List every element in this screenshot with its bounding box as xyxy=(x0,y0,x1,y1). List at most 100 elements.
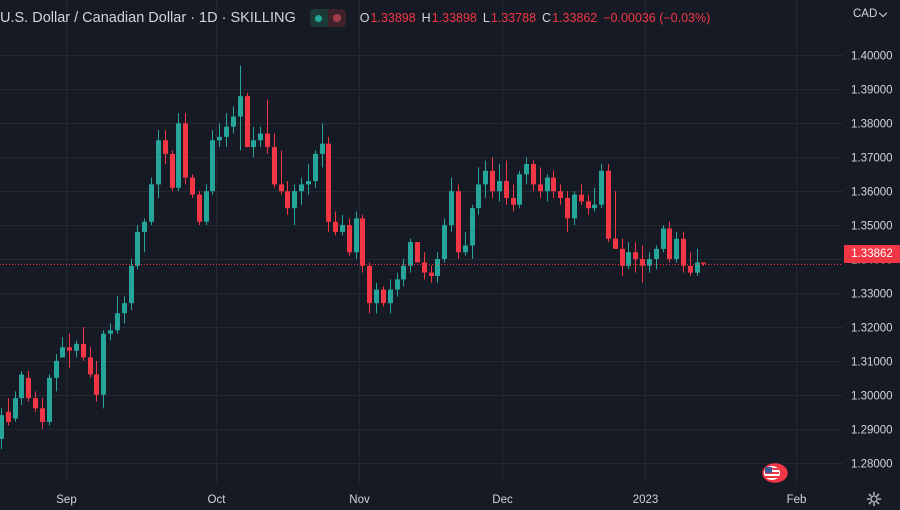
candle-body xyxy=(586,201,591,209)
candle-body xyxy=(320,143,325,154)
candle-body xyxy=(217,136,222,141)
candle-body xyxy=(279,184,284,192)
candle-body xyxy=(463,245,468,253)
candle-body xyxy=(0,415,4,439)
candle-body xyxy=(435,259,440,277)
y-tick-label: 1.30000 xyxy=(851,391,893,403)
candle-body xyxy=(210,140,215,192)
candle-body xyxy=(333,221,338,232)
candle-body xyxy=(647,259,652,266)
candle-body xyxy=(251,140,256,148)
low-label: L xyxy=(482,11,490,25)
us-flag-icon[interactable] xyxy=(762,463,788,483)
currency-selector[interactable]: CAD xyxy=(853,8,888,20)
candle-body xyxy=(6,411,11,422)
candle-body xyxy=(415,242,420,263)
candle-body xyxy=(681,238,686,266)
candle-body xyxy=(422,262,427,273)
candle-body xyxy=(67,347,72,351)
candle-body xyxy=(476,184,481,209)
candle-body xyxy=(592,204,597,209)
candle-body xyxy=(60,347,65,358)
price-axis: 1.40000 1.39000 1.38000 1.37000 1.36000 1.350… xyxy=(851,51,893,471)
candle-body xyxy=(13,398,18,419)
candle-body xyxy=(442,225,447,260)
candle-body xyxy=(313,153,318,181)
candle-body xyxy=(483,170,488,185)
candle-body xyxy=(470,208,475,246)
gear-icon[interactable] xyxy=(866,491,882,507)
close-label: C xyxy=(542,11,552,25)
candle-body xyxy=(231,116,236,127)
candles xyxy=(0,65,706,450)
candle-body xyxy=(456,191,461,253)
candle-body xyxy=(292,191,297,209)
y-tick-label: 1.35000 xyxy=(851,221,893,233)
candle-body xyxy=(299,184,304,192)
candle-body xyxy=(524,164,529,175)
candle-body xyxy=(26,377,31,399)
symbol-title[interactable]: U.S. Dollar / Canadian Dollar · 1D · SKI… xyxy=(0,10,296,26)
candle-body xyxy=(613,238,618,249)
candle-body xyxy=(408,242,413,266)
y-tick-label: 1.40000 xyxy=(851,51,893,63)
candle-body xyxy=(572,194,577,219)
candle-body xyxy=(497,181,502,192)
candle-body xyxy=(265,133,270,148)
close-value: 1.33862 xyxy=(552,11,598,25)
candle-body xyxy=(449,191,454,226)
status-toggle[interactable] xyxy=(309,9,346,27)
candle-body xyxy=(626,252,631,266)
candle-body xyxy=(33,398,38,409)
candle-body xyxy=(238,96,243,117)
candle-body xyxy=(565,197,570,219)
x-tick-label: Nov xyxy=(349,494,370,506)
candle-body xyxy=(122,303,127,314)
x-tick-label: Feb xyxy=(787,494,807,506)
candle-body xyxy=(395,279,400,290)
candle-body xyxy=(606,170,611,239)
candle-body xyxy=(74,343,79,351)
y-tick-label: 1.32000 xyxy=(851,323,893,335)
candle-body xyxy=(245,96,250,148)
candle-body xyxy=(101,333,106,395)
red-circle-icon[interactable] xyxy=(327,9,346,27)
candle-body xyxy=(504,181,509,198)
candle-body xyxy=(224,126,229,137)
candle-body xyxy=(326,143,331,222)
candle-body xyxy=(108,330,113,334)
change-value: −0.00036 (−0.03%) xyxy=(603,11,711,25)
candle-body xyxy=(620,248,625,266)
x-tick-label: Sep xyxy=(56,494,76,506)
y-tick-label: 1.37000 xyxy=(851,153,893,165)
y-tick-label: 1.33000 xyxy=(851,289,893,301)
candle-body xyxy=(517,174,522,205)
y-tick-label: 1.39000 xyxy=(851,85,893,97)
candle-body xyxy=(701,262,706,264)
candle-body xyxy=(695,262,700,273)
candle-body xyxy=(204,191,209,222)
candle-body xyxy=(40,408,45,422)
candle-body xyxy=(129,265,134,304)
open-label: O xyxy=(359,11,370,25)
candle-body xyxy=(667,228,672,260)
candle-body xyxy=(272,147,277,185)
candle-body xyxy=(142,221,147,232)
candle-body xyxy=(511,197,516,205)
candle-body xyxy=(306,181,311,185)
candle-body xyxy=(54,360,59,378)
candle-body xyxy=(115,313,120,331)
candle-body xyxy=(81,343,86,358)
candle-body xyxy=(258,133,263,141)
candle-body xyxy=(347,225,352,253)
x-tick-label: Oct xyxy=(208,494,227,506)
candle-body xyxy=(551,177,556,192)
candle-body xyxy=(149,184,154,222)
candle-body xyxy=(88,357,93,375)
x-tick-label: Dec xyxy=(492,494,513,506)
candle-body xyxy=(190,177,195,195)
open-value: 1.33898 xyxy=(370,11,416,25)
candle-body xyxy=(388,289,393,304)
green-circle-icon[interactable] xyxy=(309,9,328,27)
